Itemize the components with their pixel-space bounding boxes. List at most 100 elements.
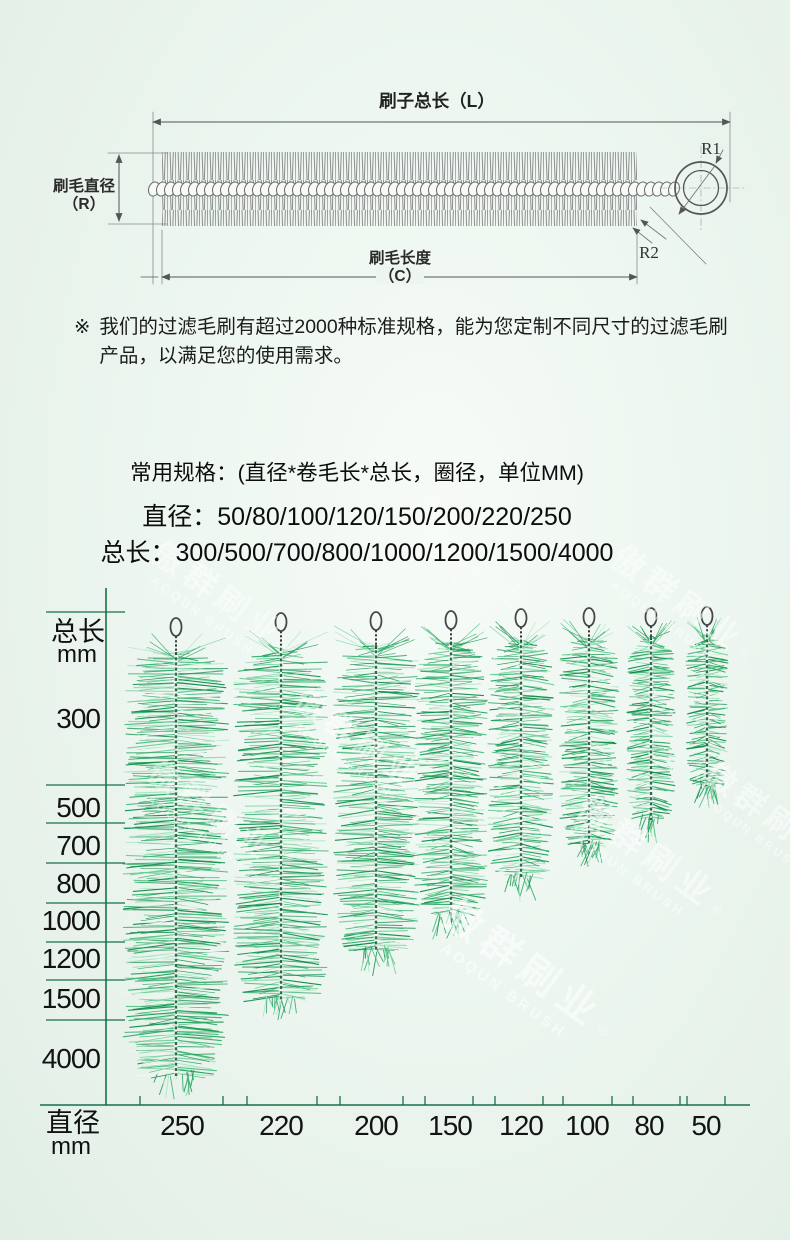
brush-bristles (343, 690, 408, 952)
brush-bristles (282, 641, 308, 658)
watermark: 傲群刷业®AOQUN BRUSH (569, 790, 725, 920)
brush-bristles (634, 665, 669, 802)
x-tick-label: 250 (160, 1110, 204, 1141)
brush-bristles (632, 620, 672, 644)
brush-bristles (687, 645, 728, 726)
watermark-reg: ® (709, 902, 725, 919)
technical-diagram: 刷子总长（L） 刷毛直径 （R） 刷毛长度 （C） R1 R2 (53, 91, 745, 285)
brush-bristles (630, 690, 676, 801)
watermark-reg: ® (520, 604, 532, 616)
y-tick-label: 700 (56, 830, 100, 861)
brush-bristles (245, 693, 317, 964)
specs-diameters: 直径：50/80/100/120/150/200/220/250 (142, 503, 572, 531)
y-tick-label: 300 (56, 703, 100, 734)
brush-bristles (695, 720, 722, 771)
brush-bristles (282, 642, 319, 659)
brush-bristles (185, 1071, 189, 1086)
brush-bristles (124, 700, 229, 1075)
label-total-length: 刷子总长（L） (379, 91, 495, 111)
brush-bristles (489, 625, 546, 650)
brush-bristles (572, 646, 612, 815)
brush-hanging-loop (644, 607, 658, 627)
brushes (122, 606, 729, 1100)
brush-bristles (488, 673, 553, 872)
brush-bristles (500, 625, 520, 645)
watermark-reg: ® (738, 647, 752, 662)
brush-bristles (528, 875, 531, 890)
note-line1: 我们的过滤毛刷有超过2000种标准规格，能为您定制不同尺寸的过滤毛刷 (99, 316, 728, 338)
brush-bristles (427, 666, 478, 900)
brush-bristles (424, 648, 479, 909)
watermark: 傲群刷业®AOQUN BRUSH (698, 756, 790, 874)
brush (233, 612, 329, 1021)
brush-bristles (377, 628, 415, 656)
brush-bristles (633, 694, 669, 797)
brush-bristles (235, 693, 326, 980)
brush-bristles (334, 631, 375, 655)
brush-bristles (689, 678, 707, 781)
brush-bristles (634, 662, 669, 778)
brush-bristles (561, 677, 617, 839)
brush-bristles (692, 731, 722, 759)
brush-bristles (233, 740, 325, 993)
brush-bristles (688, 689, 728, 777)
brush-hanging-loop (369, 611, 383, 631)
brush-bristles (414, 692, 485, 893)
brush-bristles (627, 653, 672, 806)
brush-bristles (568, 680, 611, 840)
brush-bristles (271, 997, 286, 1014)
brush-bristles (273, 1001, 278, 1015)
x-axis-unit: mm (51, 1133, 91, 1160)
y-tick-label: 1500 (42, 983, 101, 1014)
brush-bristles (566, 709, 611, 839)
brush-bristles (694, 780, 708, 804)
brush-bristles (452, 637, 488, 647)
extension-lines (107, 111, 731, 285)
brush-bristles (162, 1069, 180, 1098)
brush (559, 607, 619, 867)
y-tick-label: 1200 (42, 943, 101, 974)
brush-bristles (128, 632, 203, 660)
brush-bristles (580, 844, 601, 858)
brush-bristles (417, 675, 488, 917)
brush-bristles (522, 621, 550, 649)
brush-bristles (629, 649, 675, 810)
watermark-reg: ® (594, 1022, 611, 1040)
brush (122, 617, 230, 1100)
brush-bristles (242, 715, 328, 949)
brush-bristles (366, 949, 370, 973)
brush-bristles (497, 656, 546, 861)
brush-bristles (348, 662, 407, 952)
label-bristle-length-symbol: （C） (379, 267, 421, 285)
brush-bristles (496, 682, 546, 857)
y-tick-label: 1000 (42, 905, 101, 936)
brush-bristles (453, 912, 462, 938)
brush-bristles (432, 912, 440, 932)
brush-bristles (704, 783, 710, 796)
r2-leader (632, 206, 707, 265)
brush-bristles (696, 665, 723, 747)
brush-bristles (698, 786, 715, 808)
brush-hanging-loop (514, 608, 528, 628)
chart-axes: 300 500 700 800 1000 1200 1500 4000 250 220 200 150… (40, 588, 750, 1141)
brush-bristles (140, 712, 216, 1063)
brush-bristles (336, 677, 418, 940)
watermark-reg: ® (414, 785, 428, 799)
brush-bristles (626, 678, 671, 799)
brush-bristles (691, 644, 720, 740)
x-axis-title: 直径 (46, 1108, 100, 1138)
brush-bristles (122, 676, 225, 1044)
brush-bristles (559, 665, 614, 792)
brush (685, 606, 729, 808)
note: ※ 我们的过滤毛刷有超过2000种标准规格，能为您定制不同尺寸的过滤毛刷 产品，… (74, 313, 728, 371)
brush-bristles (568, 681, 611, 820)
brush-hanging-loop (700, 606, 714, 626)
x-tick-label: 100 (565, 1110, 609, 1141)
diagram-eye-ring (659, 145, 745, 231)
brush-bristles (487, 670, 554, 805)
brush-hanging-loop (582, 607, 596, 627)
brush-bristles (177, 637, 226, 656)
y-axis-unit: mm (57, 641, 97, 668)
brush-bristles (122, 719, 228, 1033)
